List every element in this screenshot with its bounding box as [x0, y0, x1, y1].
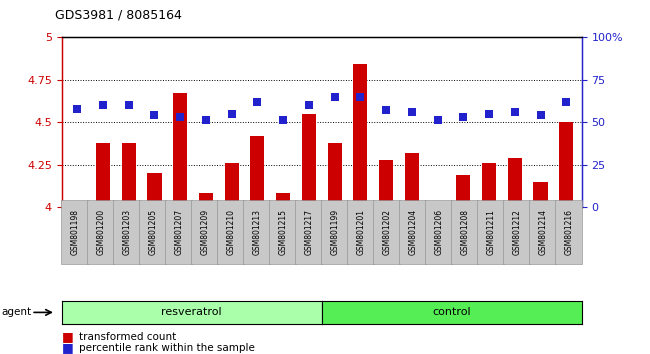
Text: GSM801210: GSM801210 [226, 209, 235, 255]
Point [561, 99, 571, 104]
Text: GSM801209: GSM801209 [200, 209, 209, 255]
Text: GSM801198: GSM801198 [70, 209, 79, 255]
Point [124, 102, 134, 108]
Bar [456, 175, 471, 354]
Text: GSM801201: GSM801201 [356, 209, 365, 255]
Point [278, 118, 289, 123]
Point [381, 107, 391, 113]
Text: GSM801206: GSM801206 [434, 209, 443, 255]
Text: percentile rank within the sample: percentile rank within the sample [79, 343, 255, 353]
Text: agent: agent [1, 307, 31, 318]
Point [226, 111, 237, 116]
Bar [379, 160, 393, 354]
Text: resveratrol: resveratrol [161, 307, 222, 318]
Text: GSM801202: GSM801202 [382, 209, 391, 255]
Point [201, 118, 211, 123]
Bar [276, 194, 290, 354]
Text: GSM801213: GSM801213 [252, 209, 261, 255]
Bar [122, 143, 136, 354]
Point [175, 114, 185, 120]
Bar [148, 173, 161, 354]
Point [355, 94, 365, 99]
Text: GSM801216: GSM801216 [564, 209, 573, 255]
Text: GSM801203: GSM801203 [122, 209, 131, 255]
Text: GSM801208: GSM801208 [460, 209, 469, 255]
Point [484, 111, 494, 116]
Text: GSM801211: GSM801211 [486, 209, 495, 255]
Text: GSM801204: GSM801204 [408, 209, 417, 255]
Bar [173, 93, 187, 354]
Text: GSM801207: GSM801207 [174, 209, 183, 255]
Text: transformed count: transformed count [79, 332, 177, 342]
Bar [354, 64, 367, 354]
Bar [224, 163, 239, 354]
Text: GSM801217: GSM801217 [304, 209, 313, 255]
Point [432, 118, 443, 123]
Bar [250, 136, 265, 354]
Text: GDS3981 / 8085164: GDS3981 / 8085164 [55, 9, 182, 22]
Text: GSM801215: GSM801215 [278, 209, 287, 255]
Bar [534, 182, 548, 354]
Point [536, 113, 546, 118]
Point [98, 102, 108, 108]
Bar [70, 204, 84, 354]
Point [252, 99, 263, 104]
Point [304, 102, 314, 108]
Point [458, 114, 469, 120]
Bar [302, 114, 316, 354]
Point [510, 109, 520, 115]
Bar [328, 143, 342, 354]
Text: GSM801199: GSM801199 [330, 209, 339, 255]
Bar [559, 122, 573, 354]
Text: GSM801200: GSM801200 [96, 209, 105, 255]
Text: GSM801214: GSM801214 [538, 209, 547, 255]
Point [330, 94, 340, 99]
Bar [96, 143, 110, 354]
Text: GSM801212: GSM801212 [512, 209, 521, 255]
Bar [482, 163, 496, 354]
Point [407, 109, 417, 115]
Point [72, 106, 83, 112]
Bar [199, 194, 213, 354]
Bar [430, 205, 445, 354]
Text: control: control [432, 307, 471, 318]
Text: ■: ■ [62, 341, 73, 354]
Point [150, 113, 160, 118]
Text: ■: ■ [62, 331, 73, 343]
Bar [405, 153, 419, 354]
Text: GSM801205: GSM801205 [148, 209, 157, 255]
Bar [508, 158, 522, 354]
